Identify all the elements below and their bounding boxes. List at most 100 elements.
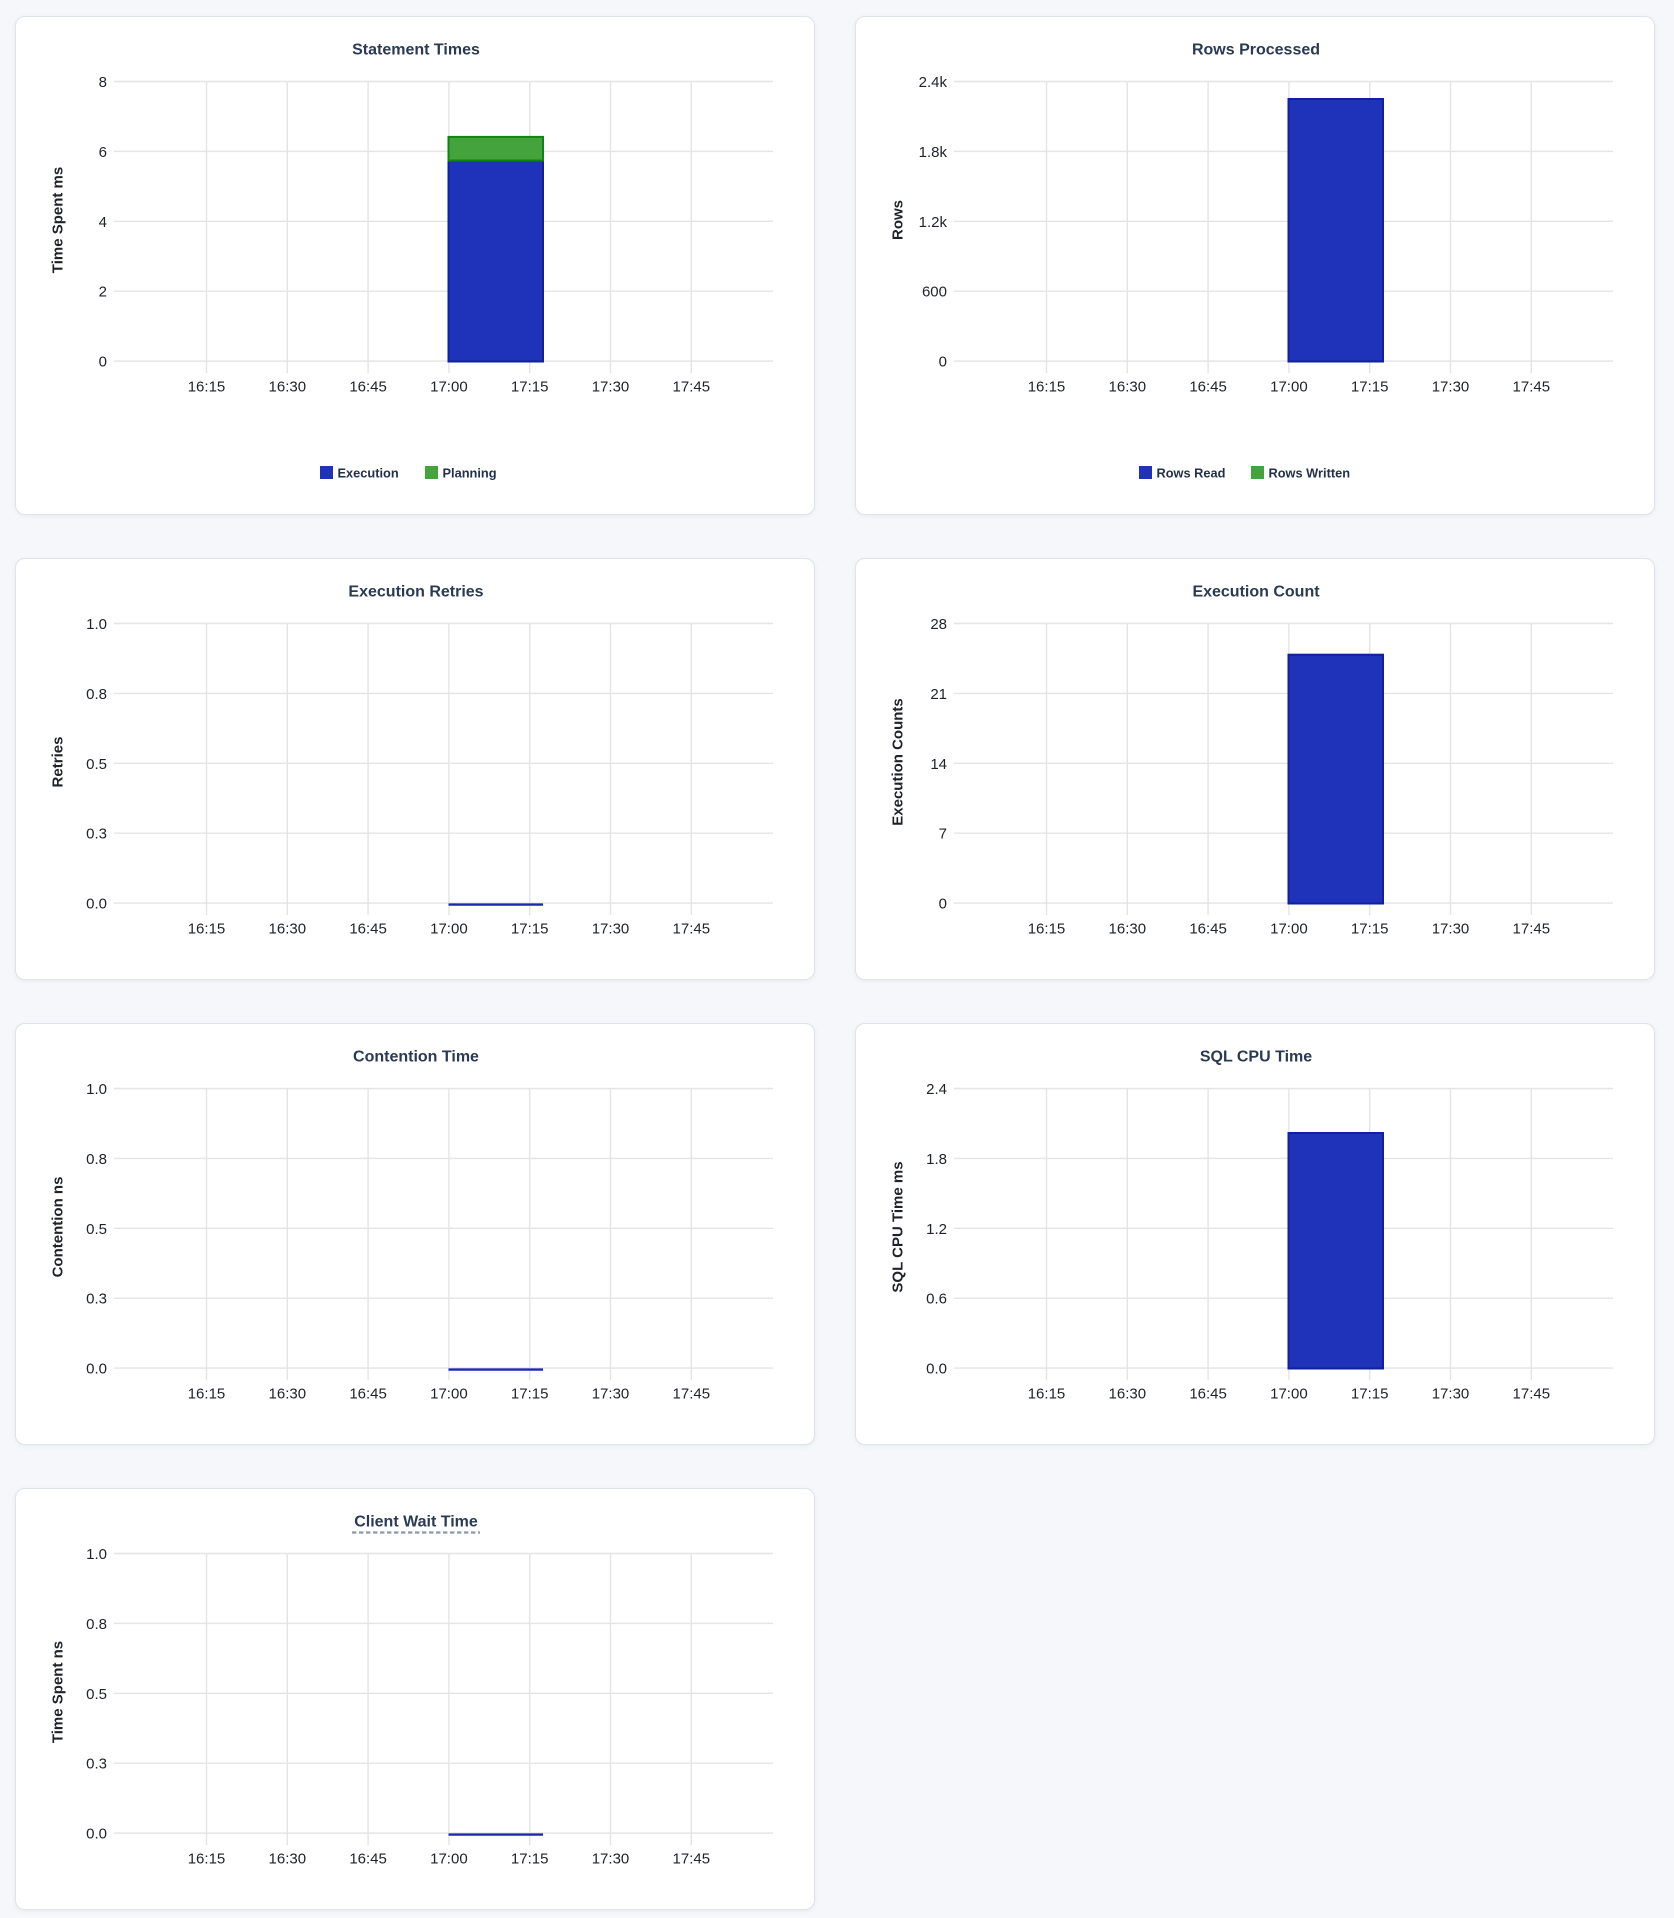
svg-text:16:15: 16:15 [1028, 379, 1066, 396]
svg-text:16:45: 16:45 [349, 379, 387, 396]
svg-text:17:00: 17:00 [1270, 1386, 1308, 1403]
svg-text:0: 0 [939, 354, 947, 371]
svg-text:Planning: Planning [443, 466, 497, 481]
svg-text:17:30: 17:30 [1432, 1386, 1470, 1403]
svg-text:Rows Written: Rows Written [1269, 466, 1351, 481]
svg-text:Statement Times: Statement Times [352, 42, 480, 59]
svg-text:16:15: 16:15 [188, 1386, 226, 1403]
svg-text:0.8: 0.8 [86, 1151, 107, 1168]
svg-text:0.8: 0.8 [86, 1616, 107, 1633]
svg-text:16:15: 16:15 [188, 1851, 226, 1868]
svg-text:Rows Read: Rows Read [1157, 466, 1226, 481]
svg-text:Execution: Execution [338, 466, 399, 481]
svg-text:16:30: 16:30 [269, 1851, 307, 1868]
svg-text:Rows: Rows [890, 200, 907, 240]
svg-text:0.5: 0.5 [86, 1686, 107, 1703]
svg-text:17:00: 17:00 [1270, 379, 1308, 396]
svg-text:16:15: 16:15 [188, 921, 226, 938]
svg-text:17:15: 17:15 [511, 921, 549, 938]
svg-text:16:30: 16:30 [269, 1386, 307, 1403]
svg-text:1.2k: 1.2k [919, 214, 948, 231]
svg-text:0.3: 0.3 [86, 1291, 107, 1308]
svg-text:Retries: Retries [50, 737, 67, 788]
svg-text:17:30: 17:30 [592, 921, 630, 938]
svg-text:0.8: 0.8 [86, 686, 107, 703]
svg-text:0.5: 0.5 [86, 756, 107, 773]
svg-text:2.4k: 2.4k [919, 74, 948, 91]
svg-text:17:00: 17:00 [430, 379, 468, 396]
svg-text:17:30: 17:30 [1432, 921, 1470, 938]
svg-text:Time Spent ms: Time Spent ms [50, 167, 67, 273]
svg-text:21: 21 [930, 686, 947, 703]
svg-text:17:45: 17:45 [673, 1386, 711, 1403]
svg-text:0.5: 0.5 [86, 1221, 107, 1238]
svg-text:17:30: 17:30 [592, 1386, 630, 1403]
svg-text:0.3: 0.3 [86, 826, 107, 843]
svg-text:17:30: 17:30 [592, 1851, 630, 1868]
svg-text:16:30: 16:30 [269, 921, 307, 938]
svg-text:17:45: 17:45 [1513, 1386, 1551, 1403]
svg-text:17:45: 17:45 [1513, 921, 1551, 938]
svg-text:17:30: 17:30 [1432, 379, 1470, 396]
svg-text:17:15: 17:15 [1351, 921, 1389, 938]
svg-text:16:45: 16:45 [349, 921, 387, 938]
svg-text:SQL CPU Time: SQL CPU Time [1200, 1049, 1312, 1066]
svg-text:16:30: 16:30 [269, 379, 307, 396]
svg-text:17:15: 17:15 [1351, 1386, 1389, 1403]
svg-text:0: 0 [99, 354, 107, 371]
svg-text:17:15: 17:15 [511, 1386, 549, 1403]
svg-text:17:00: 17:00 [1270, 921, 1308, 938]
svg-text:17:15: 17:15 [511, 379, 549, 396]
svg-text:Execution Counts: Execution Counts [890, 698, 907, 826]
svg-text:Time Spent ns: Time Spent ns [50, 1641, 67, 1743]
svg-text:8: 8 [99, 74, 107, 91]
svg-text:0.0: 0.0 [86, 896, 107, 913]
svg-text:2.4: 2.4 [926, 1081, 947, 1098]
svg-text:17:45: 17:45 [673, 921, 711, 938]
svg-text:1.0: 1.0 [86, 1546, 107, 1563]
svg-text:17:00: 17:00 [430, 1386, 468, 1403]
svg-text:Contention ns: Contention ns [50, 1177, 67, 1278]
svg-text:Contention Time: Contention Time [353, 1049, 479, 1066]
svg-text:16:45: 16:45 [349, 1851, 387, 1868]
svg-text:6: 6 [99, 144, 107, 161]
svg-text:17:45: 17:45 [673, 1851, 711, 1868]
svg-text:SQL CPU Time ms: SQL CPU Time ms [890, 1161, 907, 1292]
svg-text:16:15: 16:15 [1028, 1386, 1066, 1403]
svg-text:0.6: 0.6 [926, 1291, 947, 1308]
svg-text:16:45: 16:45 [1189, 379, 1227, 396]
svg-text:2: 2 [99, 284, 107, 301]
svg-text:17:15: 17:15 [1351, 379, 1389, 396]
svg-text:Rows Processed: Rows Processed [1192, 42, 1320, 59]
svg-text:16:45: 16:45 [1189, 1386, 1227, 1403]
svg-text:14: 14 [930, 756, 947, 773]
svg-text:Execution Retries: Execution Retries [348, 584, 483, 601]
svg-text:Client Wait Time: Client Wait Time [354, 1514, 478, 1531]
svg-text:7: 7 [939, 826, 947, 843]
svg-text:16:15: 16:15 [188, 379, 226, 396]
svg-text:0.0: 0.0 [86, 1826, 107, 1843]
svg-text:600: 600 [922, 284, 947, 301]
svg-text:16:30: 16:30 [1109, 921, 1147, 938]
svg-text:17:15: 17:15 [511, 1851, 549, 1868]
svg-text:16:45: 16:45 [1189, 921, 1227, 938]
svg-text:17:45: 17:45 [1513, 379, 1551, 396]
svg-text:4: 4 [99, 214, 107, 231]
svg-text:17:00: 17:00 [430, 1851, 468, 1868]
svg-text:16:30: 16:30 [1109, 379, 1147, 396]
svg-text:0: 0 [939, 896, 947, 913]
svg-text:28: 28 [930, 616, 947, 633]
svg-text:1.8k: 1.8k [919, 144, 948, 161]
svg-text:16:30: 16:30 [1109, 1386, 1147, 1403]
svg-text:1.0: 1.0 [86, 1081, 107, 1098]
svg-text:0.0: 0.0 [86, 1361, 107, 1378]
svg-text:1.0: 1.0 [86, 616, 107, 633]
svg-text:16:45: 16:45 [349, 1386, 387, 1403]
svg-text:1.8: 1.8 [926, 1151, 947, 1168]
svg-text:1.2: 1.2 [926, 1221, 947, 1238]
svg-text:0.0: 0.0 [926, 1361, 947, 1378]
svg-text:17:00: 17:00 [430, 921, 468, 938]
svg-text:17:45: 17:45 [673, 379, 711, 396]
svg-text:Execution Count: Execution Count [1192, 584, 1320, 601]
svg-text:17:30: 17:30 [592, 379, 630, 396]
